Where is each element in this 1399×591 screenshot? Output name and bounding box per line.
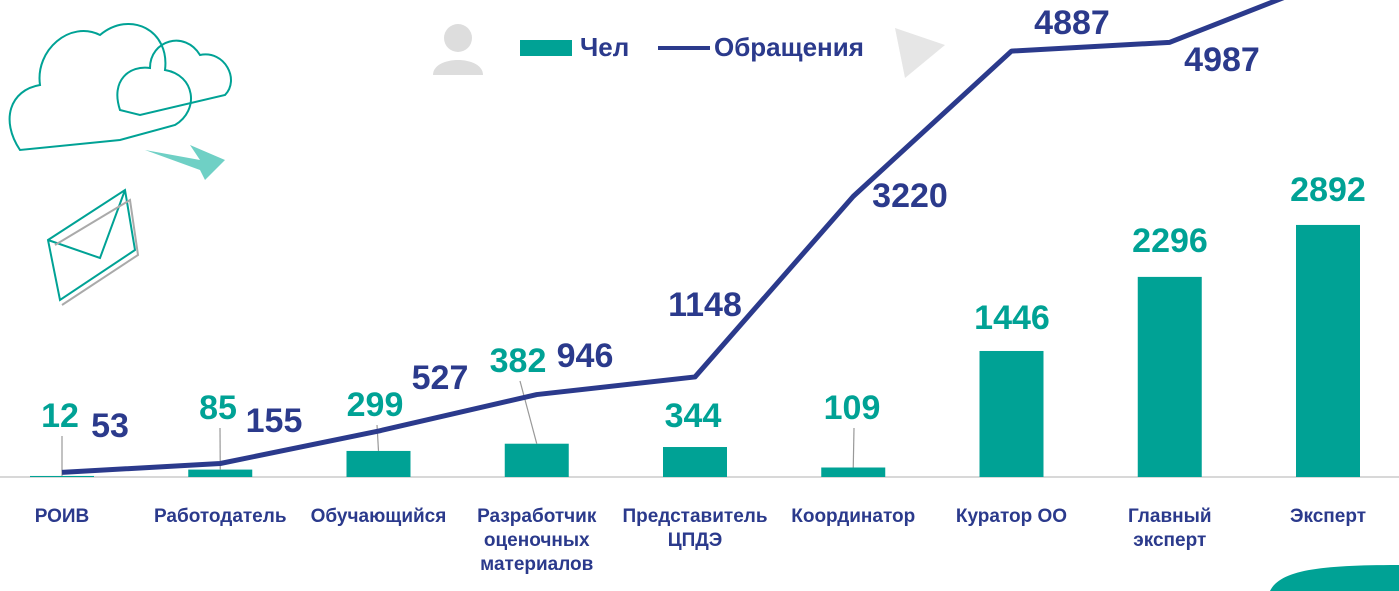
x-tick-label: РОИВ: [34, 506, 90, 527]
bar-value-label: 344: [665, 397, 722, 435]
bar: [1137, 276, 1202, 477]
line: [61, 0, 1285, 475]
legend-label: Обращения: [714, 32, 864, 62]
bar-value-label: 382: [490, 342, 547, 380]
x-tick-label: Представитель ЦПДЭ: [622, 506, 768, 551]
x-tick-label: Разработчик оценочных материалов: [477, 506, 597, 575]
line-value-label: 3220: [872, 177, 948, 215]
line-value-label: 1148: [668, 286, 742, 324]
bar: [821, 467, 886, 477]
bar-value-label: 85: [199, 389, 237, 427]
bar-value-label: 2892: [1290, 171, 1366, 209]
bar-value-label: 2296: [1132, 222, 1208, 260]
bar: [504, 443, 569, 477]
bar: [663, 447, 727, 477]
bar: [30, 475, 94, 477]
x-tick-label: Работодатель: [153, 506, 287, 527]
bar: [1296, 224, 1360, 477]
x-tick-label: Обучающийся: [310, 506, 447, 527]
bar: [188, 469, 253, 477]
line-value-label: 155: [246, 402, 303, 440]
x-tick-label: Координатор: [791, 506, 916, 527]
line-value-label: 4887: [1034, 4, 1110, 42]
x-tick-label: Куратор ОО: [955, 506, 1068, 527]
bar: [346, 450, 411, 477]
bar-value-label: 12: [41, 397, 79, 435]
bar-value-label: 1446: [974, 299, 1050, 337]
bar-value-label: 299: [347, 386, 404, 424]
legend-swatch: [520, 40, 572, 56]
line-value-label: 53: [91, 407, 129, 445]
x-tick-label: Эксперт: [1289, 506, 1367, 527]
leader-line: [852, 427, 855, 468]
line-value-label: 946: [557, 337, 614, 375]
legend-label: Чел: [580, 32, 629, 62]
bar: [979, 350, 1044, 477]
line-value-label: 4987: [1184, 41, 1260, 79]
bar-value-label: 109: [824, 389, 881, 427]
leader-line: [519, 380, 538, 444]
line-value-label: 527: [412, 359, 469, 397]
x-tick-label: Главный эксперт: [1127, 506, 1212, 551]
